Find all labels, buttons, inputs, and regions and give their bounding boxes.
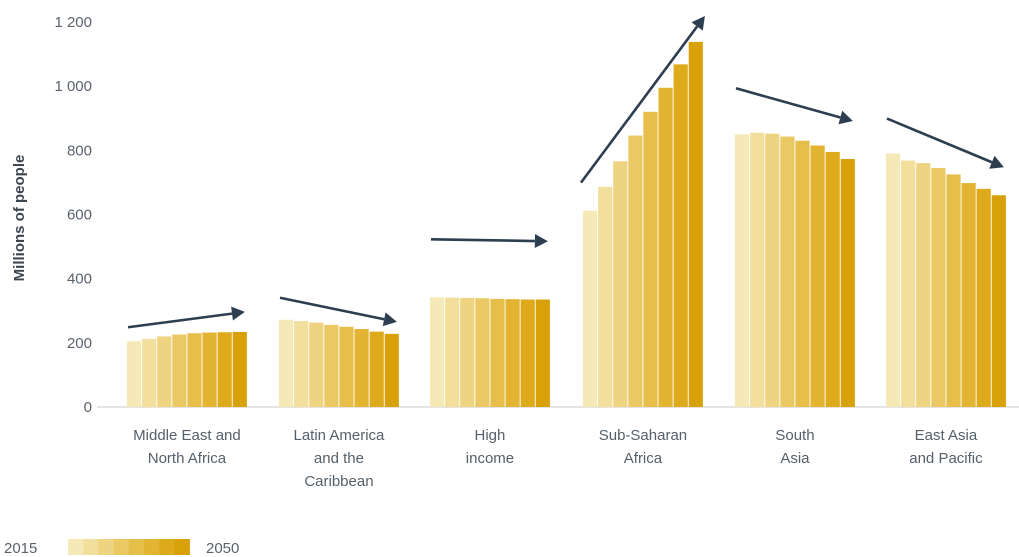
legend-swatch <box>144 539 160 555</box>
bar <box>172 334 187 407</box>
category-labels: Middle East and North Africa Latin America… <box>133 427 983 490</box>
legend-swatch <box>128 539 145 555</box>
bar <box>658 87 673 407</box>
bar <box>127 341 142 407</box>
bar <box>931 167 946 407</box>
bar <box>475 298 490 407</box>
legend-swatch <box>68 539 84 555</box>
bar <box>886 153 901 407</box>
bar <box>916 163 931 407</box>
legend-swatch <box>159 539 175 555</box>
bar <box>339 326 354 407</box>
bar <box>460 297 475 407</box>
bar <box>202 332 217 407</box>
trend-arrow-head <box>989 155 1004 169</box>
trend-arrows <box>127 16 1004 329</box>
legend-start-label: 2015 <box>4 540 37 557</box>
bar <box>598 186 613 407</box>
bar-group <box>886 153 1006 407</box>
bar <box>583 210 598 407</box>
category-label: Latin America and the Caribbean <box>294 427 386 490</box>
bar <box>825 151 840 407</box>
bar <box>765 133 780 407</box>
legend-swatch <box>83 539 99 555</box>
bar <box>613 161 628 407</box>
bar <box>840 158 855 407</box>
legend: 2015 2050 <box>4 539 239 557</box>
category-label: East Asia and Pacific <box>909 427 983 467</box>
trend-arrow-line <box>579 25 699 184</box>
bar <box>279 319 294 407</box>
bar <box>535 299 550 407</box>
bar <box>232 331 247 407</box>
y-tick-label: 600 <box>67 207 92 224</box>
trend-arrow-line <box>430 237 535 243</box>
bar-groups <box>127 41 1006 408</box>
y-tick-label: 1 200 <box>54 14 92 31</box>
trend-arrow-line <box>279 296 385 321</box>
bar <box>750 132 765 407</box>
category-label: South Asia <box>775 427 814 467</box>
bar <box>384 333 399 407</box>
bar <box>142 338 157 407</box>
bar-group <box>127 331 247 407</box>
y-axis-label: Millions of people <box>11 155 28 282</box>
trend-arrow-head <box>838 110 853 125</box>
bar <box>946 174 961 407</box>
bar <box>490 298 505 407</box>
bar <box>369 331 384 407</box>
bar <box>445 297 460 407</box>
bar <box>324 324 339 407</box>
bar <box>309 322 324 407</box>
legend-swatch <box>98 539 114 555</box>
bar-group <box>279 319 399 407</box>
bar <box>735 134 750 407</box>
category-label: Sub-Saharan Africa <box>599 427 687 467</box>
y-tick-label: 0 <box>84 399 92 416</box>
bar <box>901 160 916 407</box>
bar <box>673 64 688 407</box>
legend-gradient <box>68 539 190 555</box>
y-axis: 0 200 400 600 800 1 000 1 200 <box>54 14 92 416</box>
bar <box>354 329 369 407</box>
bar-group <box>430 297 550 407</box>
bar <box>505 299 520 407</box>
legend-end-label: 2050 <box>206 540 239 557</box>
trend-arrow-head <box>534 234 548 249</box>
y-tick-label: 200 <box>67 335 92 352</box>
bar <box>688 41 703 408</box>
bar <box>187 333 202 407</box>
category-label: Middle East and North Africa <box>133 427 241 467</box>
bar <box>961 183 976 407</box>
trend-arrow-head <box>231 306 245 321</box>
legend-swatch <box>113 539 130 555</box>
category-label: High income <box>466 427 514 467</box>
bar <box>795 140 810 408</box>
y-tick-label: 1 000 <box>54 78 92 95</box>
bar-group <box>583 41 703 408</box>
bar <box>991 195 1006 407</box>
trend-arrow-head <box>691 16 705 31</box>
bar <box>520 299 535 407</box>
bar <box>628 135 643 407</box>
bar <box>643 111 658 407</box>
trend-arrow-line <box>735 87 841 119</box>
bar <box>780 136 795 407</box>
trend-arrow-line <box>886 117 993 164</box>
bar <box>976 188 991 407</box>
bar <box>157 336 172 407</box>
bar <box>294 321 309 407</box>
y-tick-label: 400 <box>67 271 92 288</box>
bar <box>810 145 825 408</box>
trend-arrow-line <box>127 312 233 329</box>
y-tick-label: 800 <box>67 142 92 159</box>
legend-swatch <box>174 539 190 555</box>
bar-group <box>735 132 855 408</box>
trend-arrow-head <box>382 312 397 327</box>
bar <box>217 332 232 407</box>
bar <box>430 297 445 407</box>
